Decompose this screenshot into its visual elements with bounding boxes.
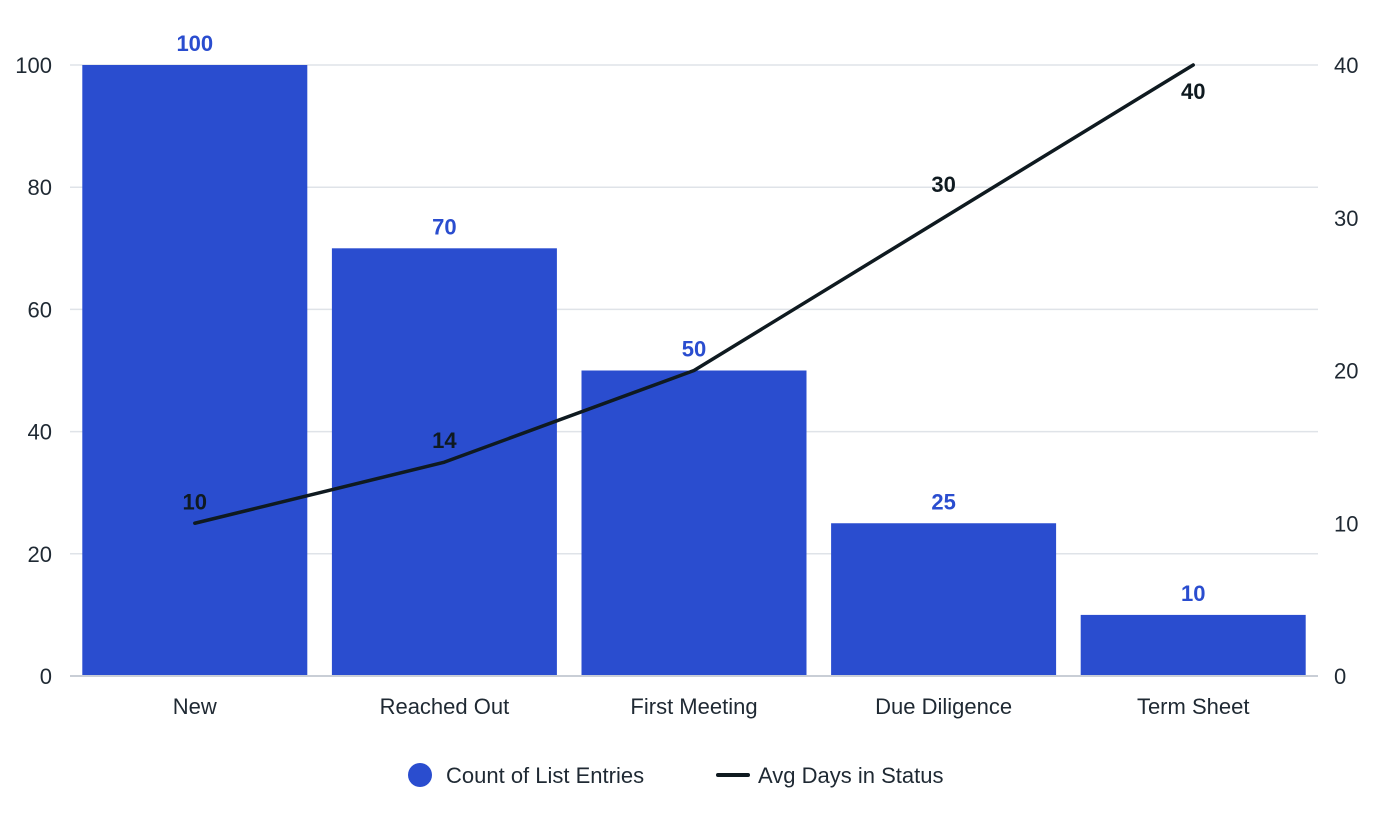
x-category-label: Due Diligence (875, 694, 1012, 719)
line-value-label: 10 (183, 489, 207, 514)
y-right-tick-label: 40 (1334, 53, 1358, 78)
x-category-label: First Meeting (630, 694, 757, 719)
bar (82, 65, 308, 676)
y-right-tick-label: 10 (1334, 511, 1358, 536)
y-right-tick-label: 30 (1334, 206, 1358, 231)
bar-series (82, 65, 1306, 677)
bar-value-label: 25 (931, 489, 955, 514)
bar-value-label: 100 (176, 31, 213, 56)
axes: 0 20 40 60 80 100 0 10 20 30 40 New Reached Out First… (15, 53, 1358, 719)
line-series (193, 63, 1195, 525)
line-path (193, 63, 1195, 525)
bar (581, 370, 807, 676)
bar-value-label: 70 (432, 214, 456, 239)
y-left-tick-label: 80 (28, 175, 52, 200)
x-category-label: New (173, 694, 217, 719)
y-left-tick-label: 40 (28, 420, 52, 445)
line-value-label: 40 (1181, 79, 1205, 104)
legend-bar-marker (408, 763, 432, 787)
y-right-tick-label: 0 (1334, 664, 1346, 689)
y-left-tick-label: 60 (28, 297, 52, 322)
legend-bar-label: Count of List Entries (446, 763, 644, 788)
line-data-labels: 10 14 30 40 (183, 79, 1206, 514)
line-value-label: 30 (931, 172, 955, 197)
bar (831, 523, 1057, 676)
bar-value-label: 50 (682, 337, 706, 362)
legend: Count of List Entries Avg Days in Status (408, 763, 943, 788)
bar (1080, 614, 1306, 676)
bar-data-labels: 100 70 50 25 10 (176, 31, 1205, 606)
x-category-label: Reached Out (380, 694, 510, 719)
y-left-tick-label: 100 (15, 53, 52, 78)
y-right-tick-label: 20 (1334, 359, 1358, 384)
y-left-tick-label: 0 (40, 664, 52, 689)
bar-value-label: 10 (1181, 581, 1205, 606)
x-category-label: Term Sheet (1137, 694, 1250, 719)
line-value-label: 14 (432, 428, 457, 453)
y-left-tick-label: 20 (28, 542, 52, 567)
legend-line-label: Avg Days in Status (758, 763, 943, 788)
